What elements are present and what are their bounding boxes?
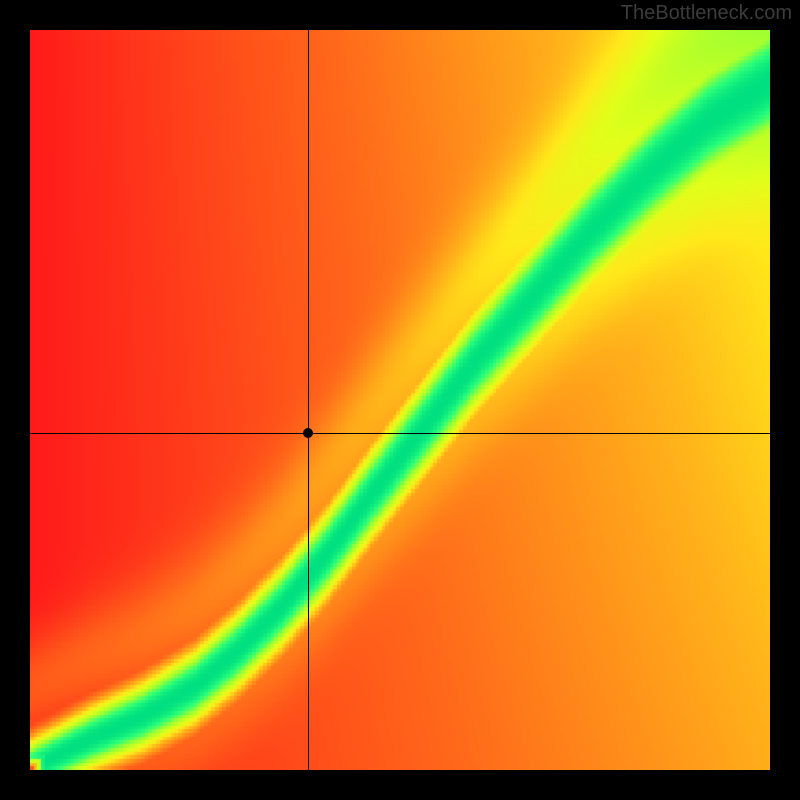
- crosshair-vertical: [308, 30, 309, 770]
- heatmap-canvas: [30, 30, 770, 770]
- crosshair-horizontal: [30, 433, 770, 434]
- heatmap-chart: [30, 30, 770, 770]
- watermark-text: TheBottleneck.com: [621, 2, 792, 25]
- data-point-marker: [303, 428, 313, 438]
